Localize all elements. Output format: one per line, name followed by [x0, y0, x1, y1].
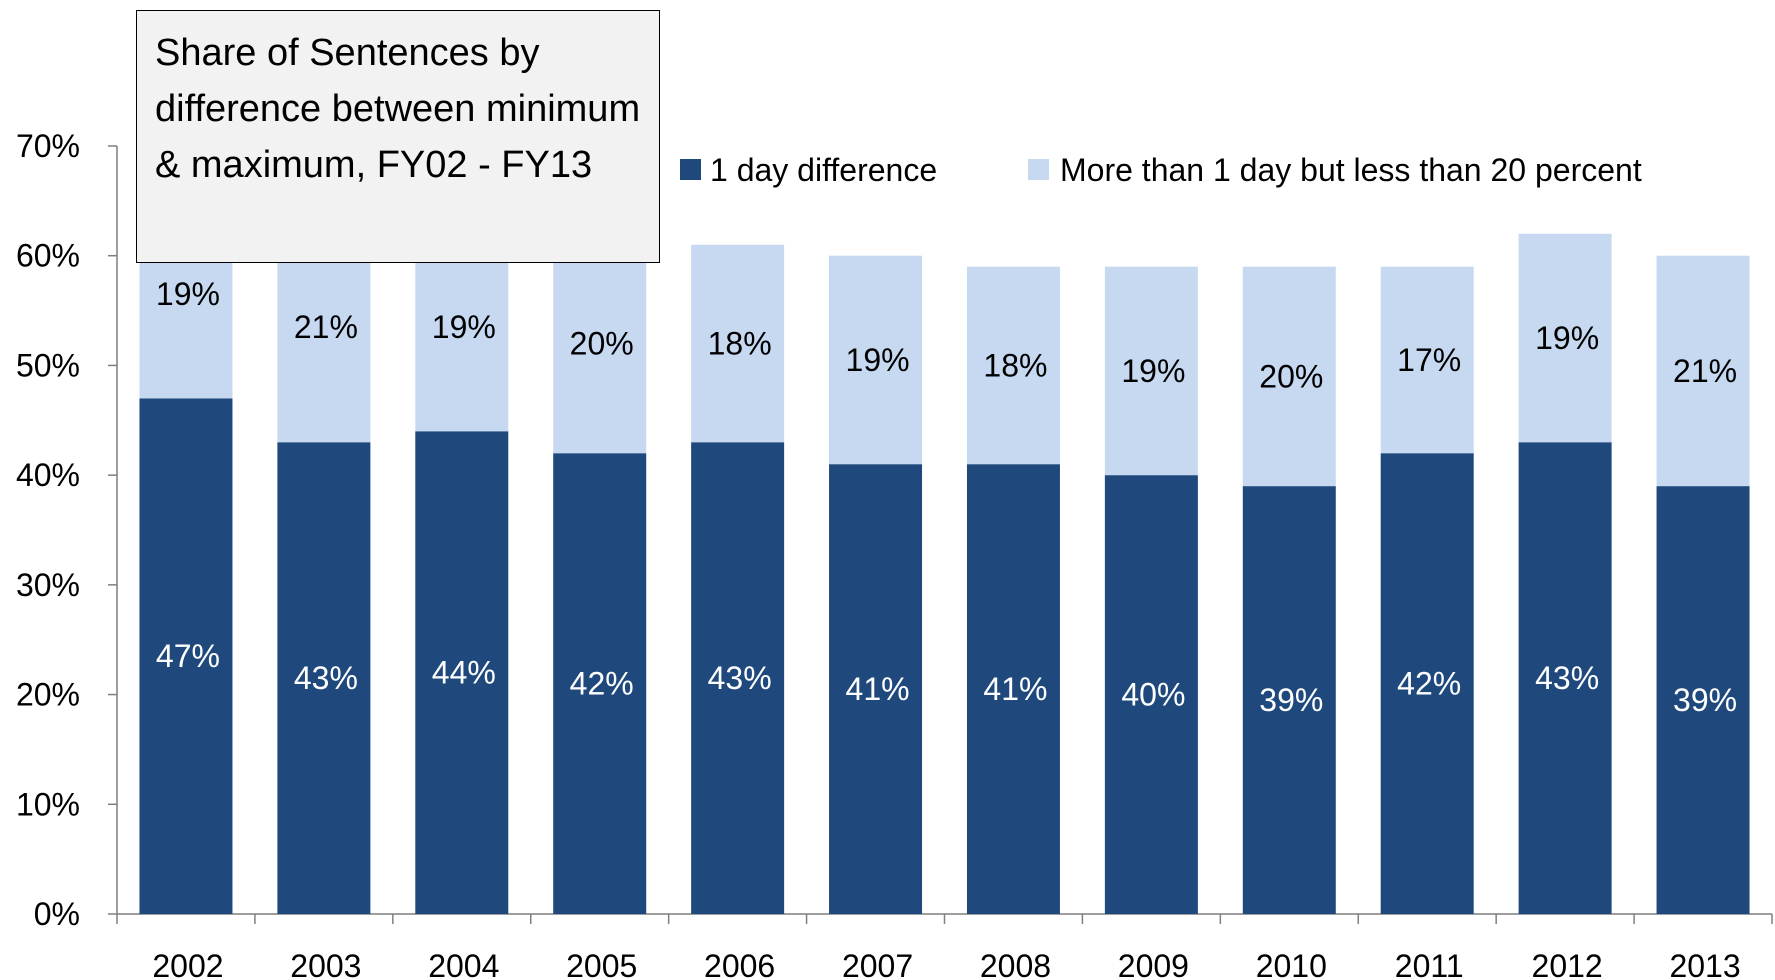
bar-segment	[1380, 266, 1474, 454]
x-tick-label: 2011	[1395, 948, 1464, 980]
bar-segment	[1242, 486, 1336, 914]
bar-segment	[553, 233, 647, 454]
bar-segment	[1656, 486, 1750, 914]
data-label: 19%	[1535, 320, 1599, 356]
x-tick-label: 2010	[1256, 948, 1327, 980]
y-tick-label: 70%	[16, 128, 80, 164]
x-tick-label: 2004	[428, 948, 499, 980]
bar-segment	[1104, 266, 1198, 476]
x-tick-label: 2009	[1118, 948, 1189, 980]
y-tick-label: 50%	[16, 347, 80, 383]
data-label: 41%	[983, 671, 1047, 707]
x-tick-label: 2002	[152, 948, 223, 980]
y-axis: 0% 10% 20% 30% 40% 50% 60% 70%	[16, 128, 118, 932]
bar-segment	[139, 398, 233, 914]
bar-segment	[966, 464, 1060, 914]
y-tick-label: 40%	[16, 457, 80, 493]
legend-label: 1 day difference	[710, 152, 937, 188]
data-label: 39%	[1259, 682, 1323, 718]
y-tick-label: 60%	[16, 238, 80, 274]
data-label: 44%	[432, 655, 496, 691]
data-label: 19%	[432, 309, 496, 345]
data-label: 17%	[1397, 342, 1461, 378]
x-tick-label: 2012	[1532, 948, 1603, 980]
data-label: 19%	[846, 342, 910, 378]
data-label: 42%	[1397, 666, 1461, 702]
legend-swatch	[1028, 159, 1049, 180]
data-label: 47%	[156, 638, 220, 674]
bar-segment	[1518, 233, 1612, 443]
x-tick-label: 2006	[704, 948, 775, 980]
bar-segment	[1518, 442, 1612, 914]
x-tick-label: 2005	[566, 948, 637, 980]
data-label: 43%	[1535, 660, 1599, 696]
bar-segment	[1656, 255, 1750, 487]
data-label: 21%	[294, 309, 358, 345]
data-label: 43%	[294, 660, 358, 696]
data-label: 43%	[708, 660, 772, 696]
bars: 47% 19% 43% 21% 44% 19% 42% 20% 43% 18% 41% 19% 41% 1…	[139, 189, 1750, 914]
legend-swatch	[680, 159, 701, 180]
data-label: 41%	[846, 671, 910, 707]
x-tick-label: 2007	[842, 948, 913, 980]
data-label: 19%	[156, 276, 220, 312]
bar-segment	[277, 442, 371, 914]
data-label: 42%	[570, 666, 634, 702]
bar-segment	[829, 255, 923, 465]
x-tick-label: 2008	[980, 948, 1051, 980]
data-label: 39%	[1673, 682, 1737, 718]
bar-segment	[691, 442, 785, 914]
bar-segment	[829, 464, 923, 914]
x-axis: 2002 2003 2004 2005 2006 2007 2008 2009 2010 2011…	[116, 913, 1773, 980]
data-label: 18%	[708, 325, 772, 361]
x-tick-label: 2003	[290, 948, 361, 980]
data-label: 20%	[570, 325, 634, 361]
bar-segment	[1242, 266, 1336, 487]
y-tick-label: 30%	[16, 567, 80, 603]
data-label: 21%	[1673, 353, 1737, 389]
bar-segment	[553, 453, 647, 914]
data-label: 18%	[983, 347, 1047, 383]
bar-segment	[966, 266, 1060, 465]
data-label: 40%	[1121, 677, 1185, 713]
y-tick-label: 10%	[16, 786, 80, 822]
legend-label: More than 1 day but less than 20 percent	[1060, 152, 1642, 188]
y-tick-label: 0%	[34, 896, 80, 932]
y-tick-label: 20%	[16, 677, 80, 713]
data-label: 20%	[1259, 358, 1323, 394]
bar-segment	[1104, 475, 1198, 914]
bar-segment	[691, 244, 785, 443]
x-tick-label: 2013	[1669, 948, 1740, 980]
data-label: 19%	[1121, 353, 1185, 389]
chart-title: Share of Sentences by difference between…	[136, 10, 660, 263]
bar-segment	[1380, 453, 1474, 914]
bar-segment	[415, 431, 509, 914]
legend: 1 day difference More than 1 day but less…	[680, 152, 1642, 188]
